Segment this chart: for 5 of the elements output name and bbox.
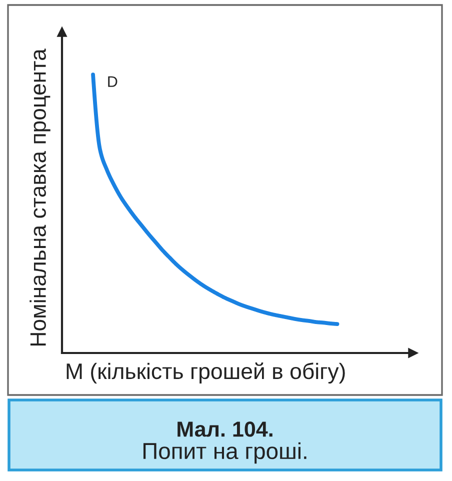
- series-label: D: [108, 76, 118, 87]
- text: Мал. 104.: [178, 422, 272, 437]
- x-axis-title: M (кількість грошей в обігу): [66, 362, 345, 384]
- text: Попит на гроші.: [143, 442, 306, 464]
- y-axis-title: Номінальна ставка процента: [30, 48, 50, 346]
